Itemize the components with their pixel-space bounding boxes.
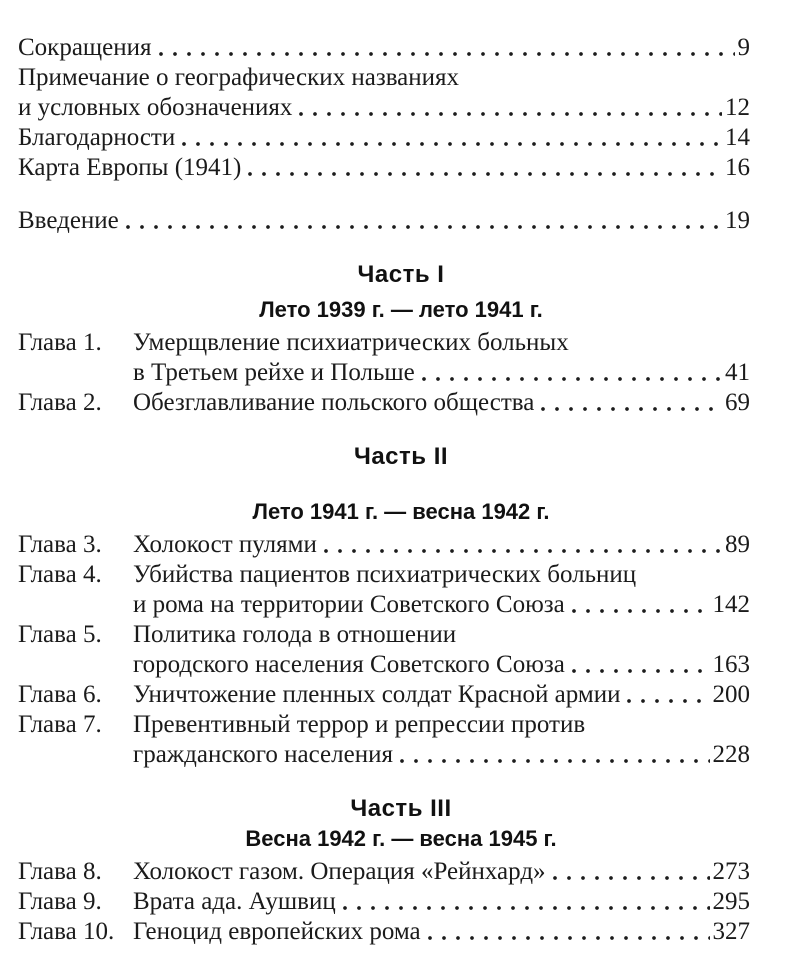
toc-entry-title: Примечание о географических названиях: [18, 64, 460, 91]
chapter-label: Глава 10.: [18, 918, 115, 945]
part-title: Часть III: [350, 795, 452, 822]
chapter-label: Глава 7.: [18, 711, 102, 738]
dot-leader: [243, 153, 722, 183]
part-subtitle: Весна 1942 г. — весна 1945 г.: [245, 826, 557, 851]
dot-leader: [422, 917, 710, 947]
page-number: 69: [725, 389, 750, 416]
part-section: Часть III Весна 1942 г. — весна 1945 г. Гл…: [18, 794, 750, 947]
chapter-row: Глава 7. Превентивный террор и репрессии …: [18, 710, 750, 740]
chapter-row: Глава 10. Геноцид европейских рома 327: [18, 917, 750, 947]
chapter-title-line: Холокост пулями: [133, 531, 317, 558]
chapter-title-line: Умерщвление психиатрических больных: [133, 329, 569, 356]
chapter-row: Глава 8. Холокост газом. Операция «Рейнха…: [18, 857, 750, 887]
page-number: 163: [712, 651, 751, 678]
chapter-title-line: Врата ада. Аушвиц: [133, 888, 336, 915]
chapter-row: Глава 1. Умерщвление психиатрических боль…: [18, 328, 750, 358]
parts-container: Часть I Лето 1939 г. — лето 1941 г. Глава …: [18, 260, 750, 947]
chapter-list: Глава 8. Холокост газом. Операция «Рейнха…: [18, 857, 750, 947]
part-subtitle: Лето 1939 г. — лето 1941 г.: [259, 297, 543, 322]
part-title: Часть II: [353, 443, 449, 470]
chapter-label: Глава 6.: [18, 681, 102, 708]
toc-entry-row: и условных обозначениях 12: [18, 93, 750, 123]
dot-leader: [536, 388, 722, 418]
page-number: 228: [712, 741, 751, 768]
chapter-title-line: в Третьем рейхе и Польше: [133, 359, 415, 386]
dot-leader: [394, 740, 710, 770]
front-matter-list: Сокращения 9 Примечание о географических н…: [18, 33, 750, 183]
chapter-label: Глава 1.: [18, 329, 102, 356]
chapter-label: Глава 8.: [18, 858, 102, 885]
chapter-row: Глава 6. Уничтожение пленных солдат Красн…: [18, 680, 750, 710]
chapter-label: Глава 2.: [18, 389, 102, 416]
chapter-label: Глава 9.: [18, 888, 102, 915]
chapter-title-line: городского населения Советского Союза: [133, 651, 565, 678]
page-number: 19: [725, 207, 750, 234]
part-title: Часть I: [357, 261, 445, 288]
chapter-title-line: Холокост газом. Операция «Рейнхард»: [133, 858, 546, 885]
part-section: Часть II Лето 1941 г. — весна 1942 г. Глав…: [18, 442, 750, 770]
toc-entry-title: Благодарности: [18, 124, 176, 151]
chapter-label: Глава 5.: [18, 621, 102, 648]
toc-entry-title: Сокращения: [18, 34, 152, 61]
toc-entry-title: Введение: [18, 207, 119, 234]
chapter-title-line: Превентивный террор и репрессии против: [133, 711, 586, 738]
part-section: Часть I Лето 1939 г. — лето 1941 г. Глава …: [18, 260, 750, 418]
page-number: 295: [712, 888, 751, 915]
page-number: 273: [712, 858, 751, 885]
chapter-row: Глава 4. Убийства пациентов психиатрическ…: [18, 560, 750, 590]
chapter-title-line: и рома на территории Советского Союза: [133, 591, 565, 618]
page-number: 16: [725, 154, 750, 181]
toc-entry-title: Карта Европы (1941): [18, 154, 242, 181]
toc-entry-row: Сокращения 9: [18, 33, 750, 63]
dot-leader: [318, 530, 722, 560]
page-number: 12: [725, 94, 750, 121]
chapter-title-line: Обезглавливание польского общества: [133, 389, 535, 416]
dot-leader: [416, 358, 722, 388]
dot-leader: [337, 887, 710, 917]
toc-entry-title: и условных обозначениях: [18, 94, 293, 121]
chapter-row: городского населения Советского Союза 163: [18, 650, 750, 680]
chapter-title-line: Геноцид европейских рома: [133, 918, 421, 945]
chapter-row: Глава 5. Политика голода в отношении: [18, 620, 750, 650]
dot-leader: [547, 857, 710, 887]
chapter-title-line: Убийства пациентов психиатрических больн…: [133, 561, 637, 588]
toc-entry-row: Введение 19: [18, 206, 750, 236]
chapter-row: Глава 3. Холокост пулями 89: [18, 530, 750, 560]
chapter-row: в Третьем рейхе и Польше 41: [18, 358, 750, 388]
toc-entry-row: Благодарности 14: [18, 123, 750, 153]
chapter-list: Глава 1. Умерщвление психиатрических боль…: [18, 328, 750, 418]
dot-leader: [566, 590, 710, 620]
chapter-row: Глава 9. Врата ада. Аушвиц 295: [18, 887, 750, 917]
chapter-title-line: Уничтожение пленных солдат Красной армии: [133, 681, 621, 708]
page-number: 200: [712, 681, 751, 708]
page-number: 41: [725, 359, 750, 386]
page-number: 9: [737, 34, 751, 61]
chapter-title-line: Политика голода в отношении: [133, 621, 457, 648]
page-number: 89: [725, 531, 750, 558]
dot-leader: [622, 680, 710, 710]
introduction-entry: Введение 19: [18, 206, 750, 236]
chapter-row: гражданского населения 228: [18, 740, 750, 770]
chapter-label: Глава 3.: [18, 531, 102, 558]
dot-leader: [294, 93, 722, 123]
chapter-title-line: гражданского населения: [133, 741, 393, 768]
dot-leader: [177, 123, 722, 153]
toc-entry-row: Карта Европы (1941) 16: [18, 153, 750, 183]
chapter-row: и рома на территории Советского Союза 142: [18, 590, 750, 620]
page-number: 14: [725, 124, 750, 151]
dot-leader: [566, 650, 710, 680]
toc-entry-row: Примечание о географических названиях: [18, 63, 750, 93]
dot-leader: [153, 33, 735, 63]
chapter-row: Глава 2. Обезглавливание польского общест…: [18, 388, 750, 418]
chapter-label: Глава 4.: [18, 561, 102, 588]
page-number: 142: [712, 591, 751, 618]
part-subtitle: Лето 1941 г. — весна 1942 г.: [252, 499, 550, 524]
chapter-list: Глава 3. Холокост пулями 89 Глава 4. Убийств…: [18, 530, 750, 770]
dot-leader: [120, 206, 722, 236]
page-number: 327: [712, 918, 751, 945]
